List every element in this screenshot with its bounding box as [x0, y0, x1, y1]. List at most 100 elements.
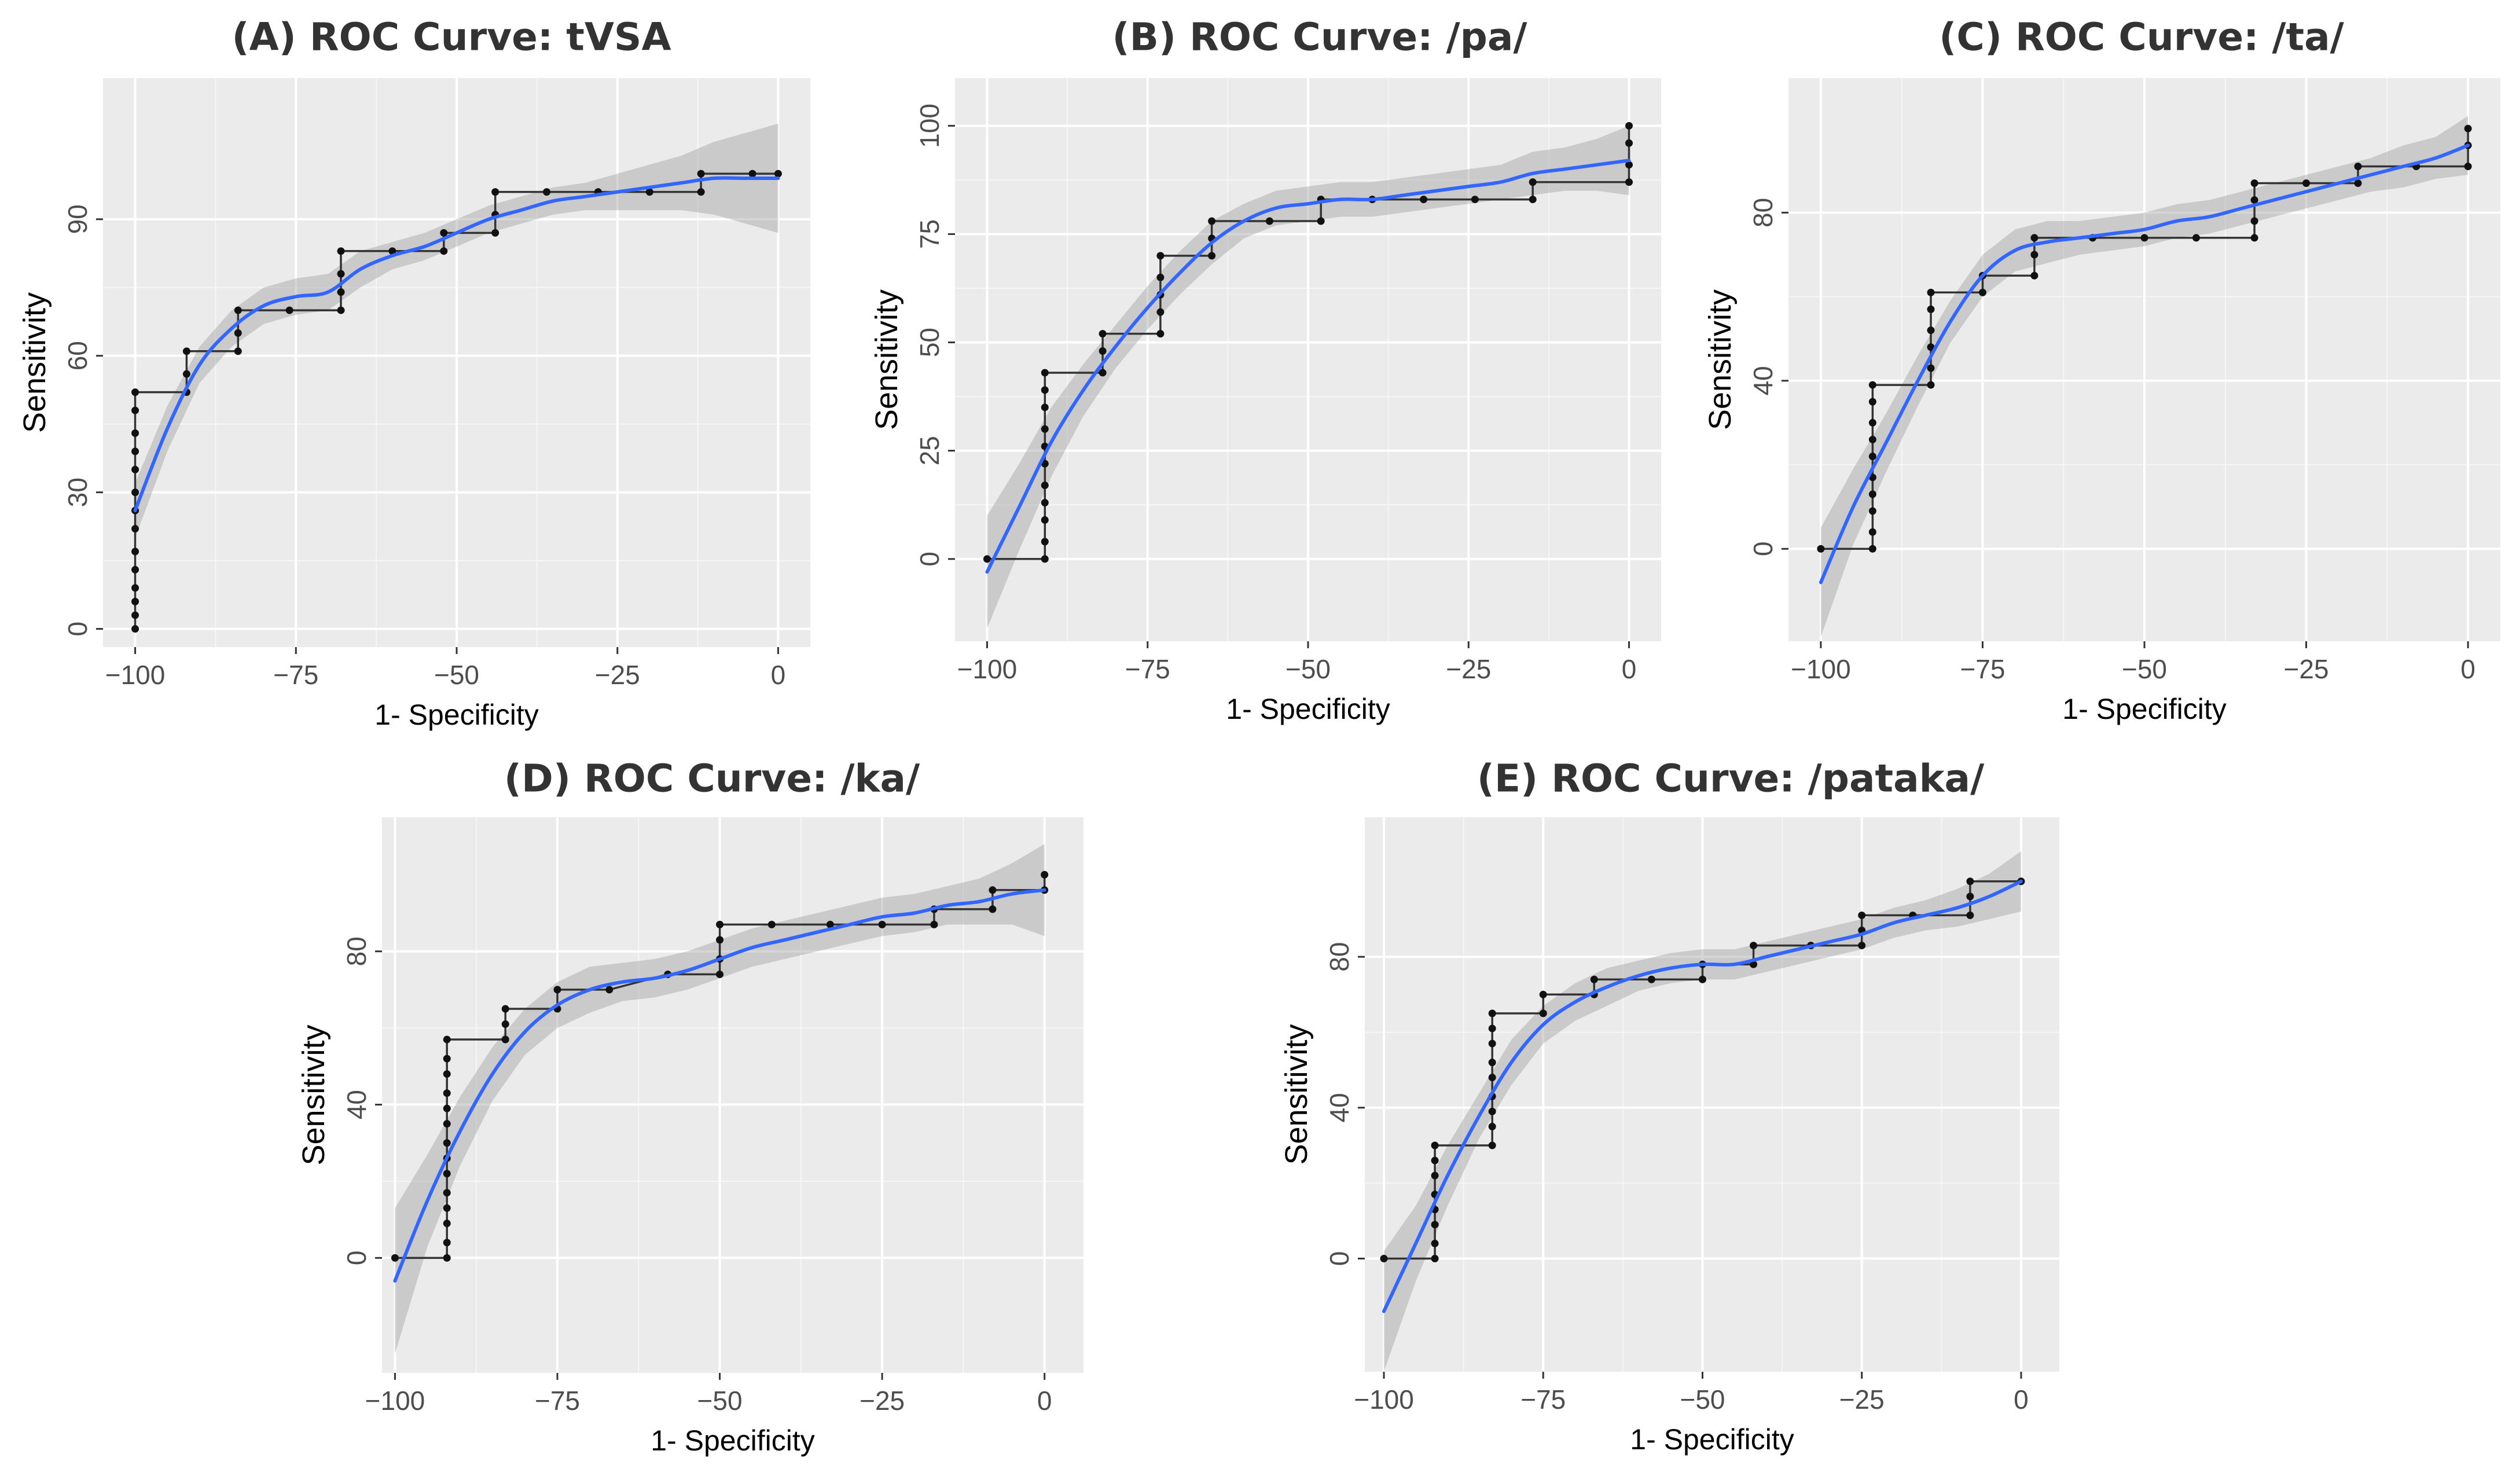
- confidence-band-a: [135, 123, 778, 538]
- roc-point: [501, 1020, 509, 1028]
- tick-marks-a: [96, 218, 779, 654]
- roc-point: [1927, 381, 1935, 389]
- roc-point: [1041, 498, 1049, 506]
- roc-point: [1041, 386, 1049, 394]
- roc-point: [930, 920, 938, 928]
- roc-point: [1041, 555, 1049, 563]
- roc-point: [1868, 418, 1876, 427]
- smooth-curve-c: [1819, 144, 2470, 585]
- x-tick-label: 0: [1037, 1386, 1052, 1416]
- roc-point: [182, 370, 190, 378]
- chart-title-c: (C) ROC Curve: /ta/: [1939, 15, 2344, 60]
- y-axis-title-b: Sensitivity: [869, 289, 904, 430]
- roc-point: [2302, 179, 2311, 188]
- roc-point: [1488, 1059, 1496, 1067]
- roc-point: [1868, 453, 1876, 461]
- smooth-curve-a: [133, 176, 780, 513]
- roc-point: [767, 920, 776, 928]
- roc-point: [1625, 122, 1633, 130]
- roc-point: [1966, 892, 1974, 901]
- x-axis-title-a: 1- Specificity: [374, 699, 538, 731]
- roc-point: [1868, 490, 1876, 498]
- roc-point: [774, 170, 782, 178]
- roc-point: [1625, 161, 1633, 169]
- x-tick-label: −100: [1354, 1384, 1414, 1415]
- roc-point: [1750, 942, 1758, 950]
- roc-point: [443, 1139, 451, 1147]
- x-axis-title-b: 1- Specificity: [1226, 693, 1390, 725]
- roc-point: [388, 247, 396, 255]
- roc-point: [2464, 124, 2472, 133]
- roc-point: [1041, 516, 1049, 524]
- chart-title-d: (D) ROC Curve: /ka/: [504, 756, 920, 801]
- roc-point: [1041, 482, 1049, 490]
- roc-point: [1488, 1039, 1496, 1048]
- roc-point: [131, 548, 139, 556]
- x-tick-label: 0: [771, 660, 786, 690]
- x-tick-label: −25: [1446, 654, 1491, 684]
- roc-point: [1858, 942, 1866, 950]
- x-tick-label: −100: [105, 660, 166, 690]
- chart-title-e: (E) ROC Curve: /pataka/: [1477, 756, 1985, 801]
- roc-point: [1927, 326, 1935, 335]
- y-tick-label: 0: [914, 552, 945, 567]
- roc-points-c: [1817, 124, 2472, 553]
- roc-point: [131, 597, 139, 605]
- roc-point: [337, 247, 345, 255]
- panel-c: −100 −75 −50 −25 0 0 40 80 1- Specificity Sensiti…: [1703, 15, 2500, 725]
- x-axis-title-d: 1- Specificity: [651, 1424, 814, 1457]
- tick-marks-b: [948, 124, 1630, 648]
- roc-point: [1868, 381, 1876, 389]
- roc-point: [501, 1035, 509, 1044]
- roc-point: [443, 1189, 451, 1197]
- roc-point: [1698, 975, 1706, 983]
- x-tick-label: −25: [860, 1386, 905, 1416]
- roc-point: [391, 1254, 399, 1262]
- tick-marks-e: [1358, 956, 2022, 1379]
- roc-point: [443, 1239, 451, 1247]
- smooth-curve-d: [393, 888, 1046, 1283]
- roc-point: [443, 1219, 451, 1228]
- roc-point: [1208, 217, 1216, 225]
- roc-point: [1868, 528, 1876, 536]
- x-tick-label: −75: [1520, 1384, 1566, 1415]
- roc-point: [1927, 364, 1935, 372]
- roc-point: [443, 1070, 451, 1078]
- roc-point: [131, 406, 139, 414]
- roc-point: [234, 329, 242, 337]
- y-tick-label: 50: [914, 328, 945, 357]
- roc-point: [2030, 271, 2038, 280]
- tick-marks-d: [375, 950, 1046, 1380]
- roc-point: [131, 565, 139, 574]
- roc-point: [1156, 273, 1165, 281]
- roc-point: [1858, 911, 1866, 919]
- y-axis-title-d: Sensitivity: [296, 1024, 331, 1165]
- roc-point: [2030, 251, 2038, 259]
- roc-point: [1529, 178, 1537, 186]
- roc-point: [2250, 234, 2258, 242]
- x-tick-label: −75: [1960, 654, 2005, 684]
- roc-point: [1927, 343, 1935, 351]
- major-grid-d: [382, 817, 1083, 1373]
- y-tick-label: 80: [1324, 942, 1354, 972]
- roc-point: [440, 247, 448, 255]
- chart-title-b: (B) ROC Curve: /pa/: [1112, 15, 1527, 60]
- roc-point: [182, 347, 190, 355]
- roc-point: [1927, 305, 1935, 313]
- roc-point: [1529, 196, 1537, 204]
- roc-point: [2140, 234, 2148, 242]
- roc-point: [605, 986, 614, 994]
- roc-point: [553, 986, 561, 994]
- y-axis-title-c: Sensitivity: [1703, 289, 1738, 430]
- minor-grid-e: [1365, 817, 2059, 1372]
- roc-point: [1041, 403, 1049, 412]
- x-tick-label: −50: [697, 1386, 743, 1416]
- roc-point: [440, 229, 448, 237]
- y-axis-title-a: Sensitivity: [17, 292, 52, 433]
- roc-point: [443, 1204, 451, 1212]
- roc-point: [2250, 196, 2258, 204]
- roc-point: [1817, 545, 1825, 553]
- roc-point: [826, 920, 834, 928]
- roc-point: [1488, 1009, 1496, 1018]
- major-grid-c: [1788, 78, 2500, 641]
